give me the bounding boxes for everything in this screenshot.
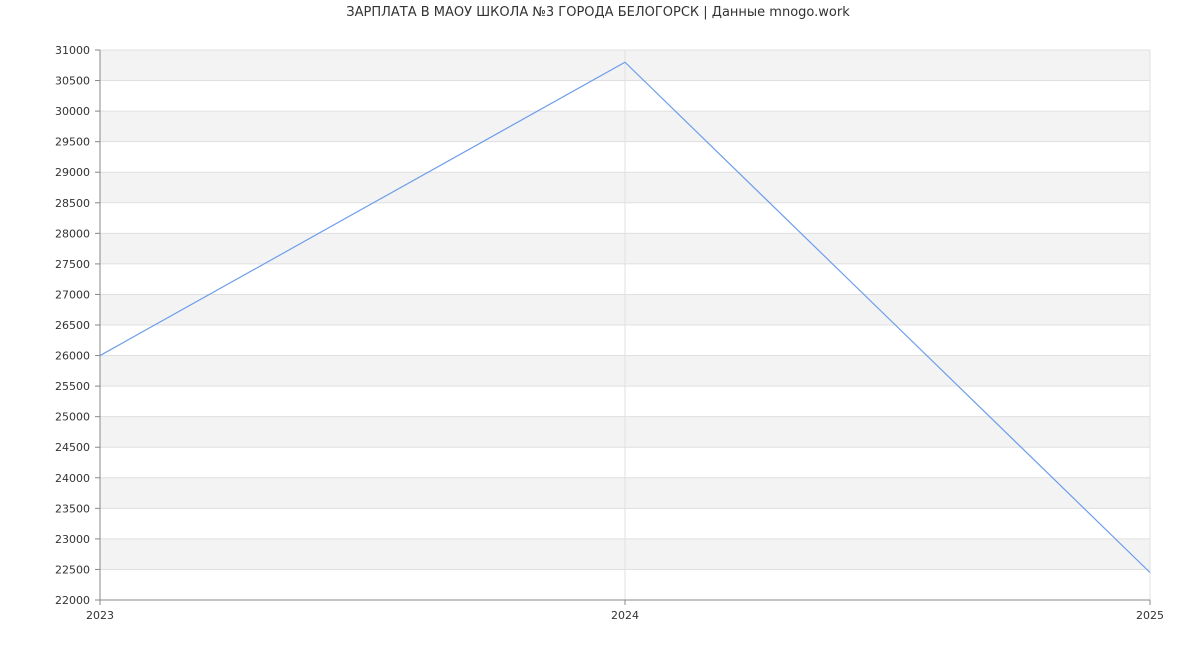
y-tick-label: 29000 <box>55 166 90 179</box>
x-tick-labels: 2023 2024 2025 <box>86 609 1164 622</box>
y-tick-labels: 22000 22500 23000 23500 24000 24500 25000 25500… <box>55 44 90 607</box>
y-tick-label: 27000 <box>55 288 90 301</box>
y-tick-label: 22000 <box>55 594 90 607</box>
chart-title: ЗАРПЛАТА В МАОУ ШКОЛА №3 ГОРОДА БЕЛОГОРС… <box>346 5 850 20</box>
grid-lines <box>99 49 1151 601</box>
y-tick-label: 23500 <box>55 502 90 515</box>
y-tick-label: 25500 <box>55 380 90 393</box>
x-tick-label: 2025 <box>1136 609 1164 622</box>
y-tick-label: 31000 <box>55 44 90 57</box>
y-tick-label: 23000 <box>55 533 90 546</box>
y-tick-label: 26000 <box>55 350 90 363</box>
y-tick-label: 24000 <box>55 472 90 485</box>
y-tick-label: 28500 <box>55 197 90 210</box>
y-tick-label: 30000 <box>55 105 90 118</box>
y-tick-label: 26500 <box>55 319 90 332</box>
series-line-0 <box>99 61 1151 573</box>
y-tick-label: 27500 <box>55 258 90 271</box>
y-tick-label: 30500 <box>55 75 90 88</box>
y-tick-label: 24500 <box>55 441 90 454</box>
y-tick-label: 29500 <box>55 136 90 149</box>
x-tick-label: 2023 <box>86 609 114 622</box>
axes <box>95 49 1151 605</box>
series-layer <box>99 61 1151 573</box>
y-tick-label: 22500 <box>55 563 90 576</box>
y-tick-label: 25000 <box>55 411 90 424</box>
y-tick-label: 28000 <box>55 227 90 240</box>
x-tick-label: 2024 <box>611 609 639 622</box>
